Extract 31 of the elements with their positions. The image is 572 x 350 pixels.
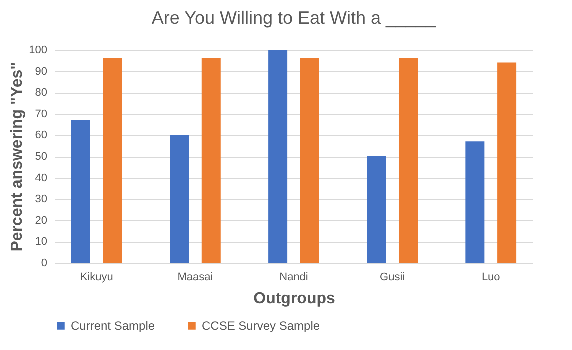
y-tick-label: 0 <box>41 258 48 270</box>
y-tick-label: 50 <box>35 151 48 163</box>
y-tick-label: 40 <box>35 172 48 184</box>
legend-label: CCSE Survey Sample <box>202 319 320 333</box>
bar <box>498 62 517 263</box>
x-tick-label: Luo <box>482 272 500 284</box>
bar <box>71 120 90 263</box>
y-tick-label: 20 <box>35 214 48 227</box>
x-tick-label: Maasai <box>178 272 214 284</box>
y-tick-label: 90 <box>35 66 48 78</box>
x-tick-label: Nandi <box>280 272 308 284</box>
bar <box>300 58 320 263</box>
bar <box>202 58 221 263</box>
x-tick-label: Kikuyu <box>80 272 114 284</box>
y-tick-label: 70 <box>35 108 48 120</box>
bar <box>170 135 189 263</box>
y-tick-label: 60 <box>35 130 48 142</box>
y-tick-label: 10 <box>35 236 48 248</box>
x-axis-title: Outgroups <box>254 290 336 308</box>
bar <box>399 58 418 263</box>
y-tick-label: 80 <box>35 87 48 100</box>
bar <box>103 58 122 263</box>
y-tick-label: 30 <box>35 194 48 206</box>
bar <box>466 142 485 263</box>
bar <box>268 50 288 263</box>
legend-label: Current Sample <box>71 319 156 333</box>
y-tick-label: 100 <box>29 44 48 56</box>
x-tick-label: Gusii <box>380 272 406 284</box>
chart-title: Are You Willing to Eat With a _____ <box>152 8 438 28</box>
y-axis-title: Percent answering "Yes" <box>9 62 26 252</box>
bar <box>367 156 386 263</box>
